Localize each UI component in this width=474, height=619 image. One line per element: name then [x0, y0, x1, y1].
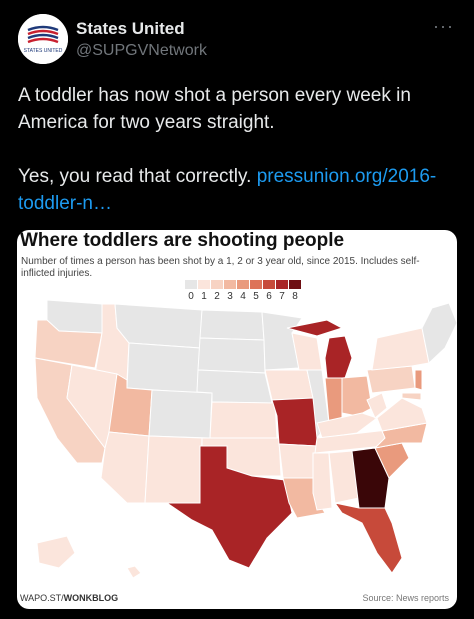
state-oh	[341, 375, 373, 417]
card-subtitle: Number of times a person has been shot b…	[21, 256, 420, 279]
state-ks	[209, 401, 278, 439]
state-ms	[312, 452, 333, 511]
card-footer-source-left: WAPO.ST/WONKBLOG	[20, 593, 118, 603]
footer-bold: WONKBLOG	[63, 593, 119, 603]
legend-swatch	[263, 280, 275, 289]
legend-label: 0	[188, 291, 194, 302]
avatar-text: STATES UNITED	[24, 48, 63, 54]
tweet-line-2: Yes, you read that correctly. pressunion…	[18, 163, 458, 217]
state-sd	[197, 337, 266, 374]
tweet-line-2-text: Yes, you read that correctly.	[18, 166, 257, 187]
card-title: Where toddlers are shooting people	[20, 230, 345, 251]
state-va	[376, 397, 428, 432]
legend-label: 7	[279, 291, 285, 302]
state-ky	[316, 412, 379, 439]
tweet-link[interactable]: pressunion.org/2016-toddler-n…	[18, 166, 437, 214]
state-wv	[366, 392, 388, 419]
state-nm	[144, 435, 203, 504]
author-name[interactable]: States United	[76, 19, 185, 38]
footer-prefix: WAPO.ST/	[20, 593, 64, 603]
legend-label: 6	[266, 291, 272, 302]
state-fl	[333, 502, 403, 574]
state-ny	[371, 327, 430, 371]
state-md	[401, 392, 422, 401]
state-nd	[199, 309, 265, 341]
author-handle[interactable]: @SUPGVNetwork	[76, 42, 207, 59]
state-ar	[278, 443, 318, 479]
state-mi-up	[286, 319, 344, 337]
legend-label: 1	[201, 291, 207, 302]
flag-logo-icon: STATES UNITED	[18, 14, 68, 64]
avatar[interactable]: STATES UNITED	[18, 14, 68, 64]
state-wy	[126, 342, 201, 394]
state-mt	[114, 303, 203, 349]
legend-swatch	[237, 280, 249, 289]
legend-label: 2	[214, 291, 220, 302]
legend-swatch	[224, 280, 236, 289]
state-ia	[264, 369, 314, 401]
state-co	[148, 389, 213, 439]
state-az	[100, 431, 150, 504]
state-ga	[351, 447, 390, 509]
tweet-line-1: A toddler has now shot a person every we…	[18, 85, 411, 133]
state-ak	[36, 535, 76, 569]
legend-swatch	[211, 280, 223, 289]
tweet-header: STATES UNITED States United @SUPGVNetwor…	[18, 14, 458, 64]
state-mi	[324, 335, 353, 379]
us-map	[34, 299, 457, 579]
tweet-text: A toddler has now shot a person every we…	[18, 82, 458, 217]
legend-label: 8	[292, 291, 298, 302]
media-card[interactable]: Where toddlers are shooting people Numbe…	[17, 230, 457, 609]
legend-swatch	[185, 280, 197, 289]
legend-label: 5	[253, 291, 259, 302]
legend-swatch	[198, 280, 210, 289]
state-tx	[165, 445, 293, 569]
state-nj	[414, 369, 423, 391]
state-new-england	[421, 302, 457, 364]
card-footer-source-right: Source: News reports	[362, 593, 449, 603]
legend-swatch	[289, 280, 301, 289]
legend-swatch	[276, 280, 288, 289]
legend-swatch	[250, 280, 262, 289]
legend-label: 3	[227, 291, 233, 302]
legend-label: 4	[240, 291, 246, 302]
state-hi	[126, 565, 142, 579]
more-icon[interactable]: ···	[433, 16, 454, 36]
